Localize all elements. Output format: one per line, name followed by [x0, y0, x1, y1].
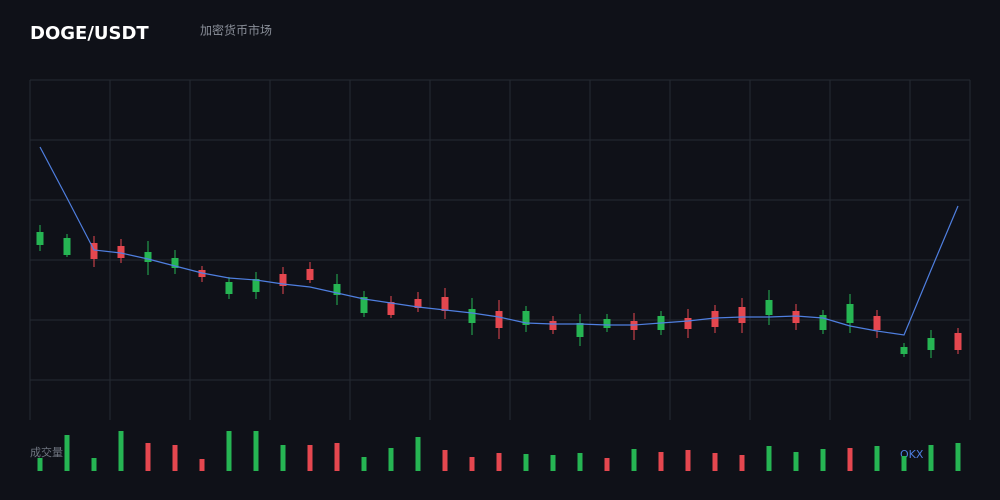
- candle-body: [414, 299, 422, 308]
- volume-bar: [307, 445, 313, 471]
- volume-bar: [334, 443, 340, 471]
- candle-body: [441, 297, 449, 311]
- candle-body: [252, 279, 260, 292]
- volume-bar: [550, 455, 556, 471]
- volume-bar: [928, 445, 934, 471]
- candle-body: [171, 258, 179, 268]
- volume-bar: [793, 452, 799, 471]
- candle-body: [117, 246, 125, 258]
- vertical-grid: [29, 80, 971, 420]
- candle-body: [144, 252, 152, 262]
- volume-bar: [442, 450, 448, 471]
- volume-label: 成交量: [30, 445, 63, 459]
- volume-bar: [145, 443, 151, 471]
- volume-bar: [820, 449, 826, 471]
- volume-bar: [361, 457, 367, 471]
- candle-body: [846, 304, 854, 323]
- candle-body: [522, 311, 530, 325]
- chart-title: DOGE/USDT: [30, 23, 149, 44]
- candle-body: [63, 238, 71, 255]
- candle-body: [306, 269, 314, 280]
- candle-body: [792, 311, 800, 323]
- candle-body: [819, 315, 827, 330]
- volume-bar: [658, 452, 664, 471]
- moving-average-line: [39, 146, 959, 336]
- volume-bar: [91, 458, 97, 471]
- volume-bar: [604, 458, 610, 471]
- candle-body: [387, 302, 395, 315]
- candle-body: [738, 307, 746, 323]
- volume-bar: [496, 453, 502, 471]
- volume-bar: [64, 435, 70, 471]
- volume-bar: [253, 431, 259, 471]
- volume-bar: [712, 453, 718, 471]
- volume-bar: [172, 445, 178, 471]
- volume-bar: [685, 450, 691, 471]
- volume-bar: [388, 448, 394, 471]
- candle-body: [765, 300, 773, 315]
- volume-bar: [766, 446, 772, 471]
- candle-body: [360, 297, 368, 313]
- candle-body: [711, 311, 719, 327]
- candle-body: [225, 282, 233, 294]
- volume-bar: [415, 437, 421, 471]
- candle-body: [279, 274, 287, 286]
- candle-body: [333, 284, 341, 295]
- candle-body: [468, 309, 476, 323]
- candle-body: [900, 347, 908, 354]
- candle-body: [90, 243, 98, 259]
- candle-body: [549, 321, 557, 330]
- volume-bar: [199, 459, 205, 471]
- volume-bar: [280, 445, 286, 471]
- volume-bar: [874, 446, 880, 471]
- chart-subtitle: 加密货币市场: [200, 23, 272, 38]
- candle-body: [684, 318, 692, 329]
- candle-body: [954, 333, 962, 350]
- volume-bar: [955, 443, 961, 471]
- candle-body: [603, 319, 611, 328]
- candle-body: [495, 311, 503, 328]
- volume-bar: [523, 454, 529, 471]
- volume-bar: [469, 457, 475, 471]
- volume-bar: [847, 448, 853, 471]
- volume-bar: [226, 431, 232, 471]
- volume-bar: [739, 455, 745, 471]
- volume-bar: [118, 431, 124, 471]
- candle-body: [927, 338, 935, 350]
- volume-bar: [631, 449, 637, 471]
- volume-bar: [577, 453, 583, 471]
- volume-bar: [37, 458, 43, 471]
- candle-body: [576, 323, 584, 337]
- volume-bar: [901, 456, 907, 471]
- candle-body: [873, 316, 881, 330]
- candle-body: [36, 232, 44, 245]
